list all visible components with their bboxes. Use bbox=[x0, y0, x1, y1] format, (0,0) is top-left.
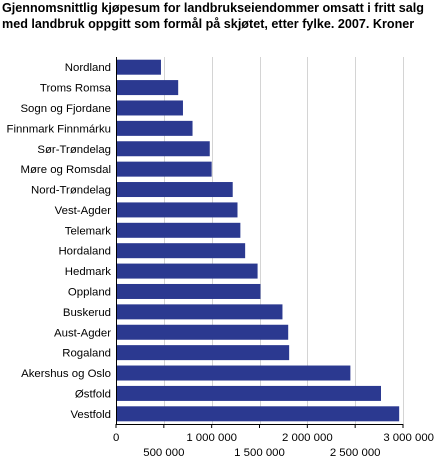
bar bbox=[116, 243, 246, 259]
category-label: Hedmark bbox=[65, 266, 112, 278]
bar bbox=[116, 120, 193, 136]
category-label: Aust-Agder bbox=[54, 327, 111, 339]
tick-label: 2 000 000 bbox=[282, 432, 333, 444]
bar bbox=[116, 283, 261, 299]
bar bbox=[116, 100, 183, 116]
bar bbox=[116, 304, 283, 320]
category-label: Rogaland bbox=[62, 348, 111, 360]
category-label: Nord-Trøndelag bbox=[31, 185, 111, 197]
grid-lines bbox=[164, 57, 404, 424]
chart-title: Gjennomsnittlig kjøpesum for landbruksei… bbox=[2, 1, 424, 31]
category-label: Hordaland bbox=[58, 246, 111, 258]
category-label: Møre og Romsdal bbox=[20, 164, 111, 176]
category-label: Troms Romsa bbox=[40, 83, 112, 95]
tick-label: 2 500 000 bbox=[330, 447, 381, 459]
tick-label: 0 bbox=[113, 432, 119, 444]
bar bbox=[116, 324, 289, 340]
category-label: Buskerud bbox=[63, 307, 111, 319]
category-label: Oppland bbox=[68, 286, 111, 298]
category-label: Akershus og Oslo bbox=[21, 368, 111, 380]
category-label: Vestfold bbox=[70, 409, 111, 421]
category-label: Sør-Trøndelag bbox=[37, 144, 111, 156]
bar bbox=[116, 365, 351, 381]
category-label: Telemark bbox=[65, 225, 112, 237]
bar bbox=[116, 222, 241, 238]
bar bbox=[116, 80, 179, 96]
bar bbox=[116, 406, 400, 422]
category-label: Finnmark Finnmárku bbox=[7, 123, 111, 135]
bar bbox=[116, 141, 210, 157]
bar bbox=[116, 59, 161, 75]
bar-series bbox=[116, 59, 400, 422]
bar bbox=[116, 345, 290, 361]
bar bbox=[116, 263, 258, 279]
bar bbox=[116, 161, 212, 177]
tick-label: 500 000 bbox=[143, 447, 184, 459]
category-label: Østfold bbox=[75, 388, 111, 400]
tick-label: 1 500 000 bbox=[234, 447, 285, 459]
bar bbox=[116, 385, 381, 401]
category-label: Sogn og Fjordane bbox=[20, 103, 111, 115]
bar bbox=[116, 182, 233, 198]
category-label: Nordland bbox=[65, 62, 111, 74]
bar bbox=[116, 202, 238, 218]
tick-label: 1 000 000 bbox=[186, 432, 237, 444]
category-labels: Nordland Troms Romsa Sogn og Fjordane Finnm… bbox=[7, 62, 112, 421]
tick-label: 3 000 000 bbox=[383, 432, 434, 444]
category-label: Vest-Agder bbox=[55, 205, 112, 217]
